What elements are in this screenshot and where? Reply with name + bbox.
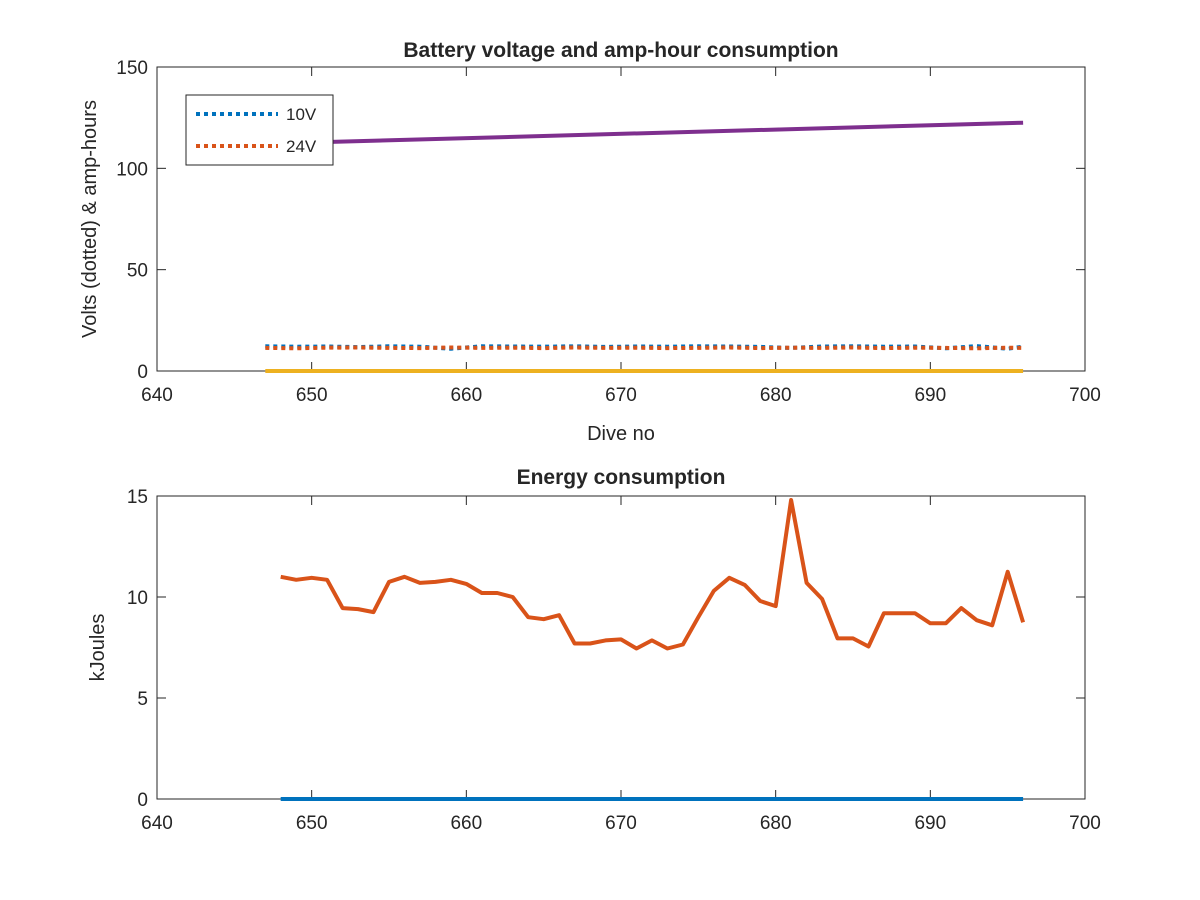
x-tick-label: 700 xyxy=(1069,385,1101,406)
legend-box xyxy=(185,94,334,166)
y-tick-label: 0 xyxy=(137,362,148,383)
x-tick-label: 640 xyxy=(141,385,173,406)
series-line-2 xyxy=(280,498,1026,651)
y-tick-label: 15 xyxy=(127,487,148,508)
legend-label-24v: 24V xyxy=(286,137,317,156)
legend-label-10v: 10V xyxy=(286,105,317,124)
x-tick-label: 650 xyxy=(296,385,328,406)
y-tick-label: 100 xyxy=(116,159,148,180)
x-tick-label: 660 xyxy=(450,385,482,406)
series-line-24v xyxy=(265,345,1024,351)
y-tick-label: 5 xyxy=(137,689,148,710)
x-tick-label: 680 xyxy=(760,813,792,834)
x-tick-label: 670 xyxy=(605,385,637,406)
y-axis-label: Volts (dotted) & amp-hours xyxy=(79,100,101,338)
y-tick-label: 150 xyxy=(116,58,148,79)
chart-title: Battery voltage and amp-hour consumption xyxy=(403,39,838,62)
y-axis-label: kJoules xyxy=(87,614,109,682)
x-tick-label: 650 xyxy=(296,813,328,834)
x-tick-label: 670 xyxy=(605,813,637,834)
y-tick-label: 10 xyxy=(127,588,148,609)
x-tick-label: 690 xyxy=(914,813,946,834)
x-tick-label: 700 xyxy=(1069,813,1101,834)
x-tick-label: 640 xyxy=(141,813,173,834)
voltage-amphour-panel: 640 650 660 670 680 690 700 0 50 100 150 Battery vo… xyxy=(79,39,1101,445)
y-tick-label: 50 xyxy=(127,261,148,282)
x-tick-label: 680 xyxy=(760,385,792,406)
chart-title: Energy consumption xyxy=(517,466,726,489)
series-line-3 xyxy=(327,120,1024,144)
energy-panel: 640 650 660 670 680 690 700 0 5 10 15 Energy consum… xyxy=(87,466,1101,834)
x-tick-label: 660 xyxy=(450,813,482,834)
y-tick-label: 0 xyxy=(137,790,148,811)
x-axis-label: Dive no xyxy=(587,423,655,445)
x-tick-label: 690 xyxy=(914,385,946,406)
